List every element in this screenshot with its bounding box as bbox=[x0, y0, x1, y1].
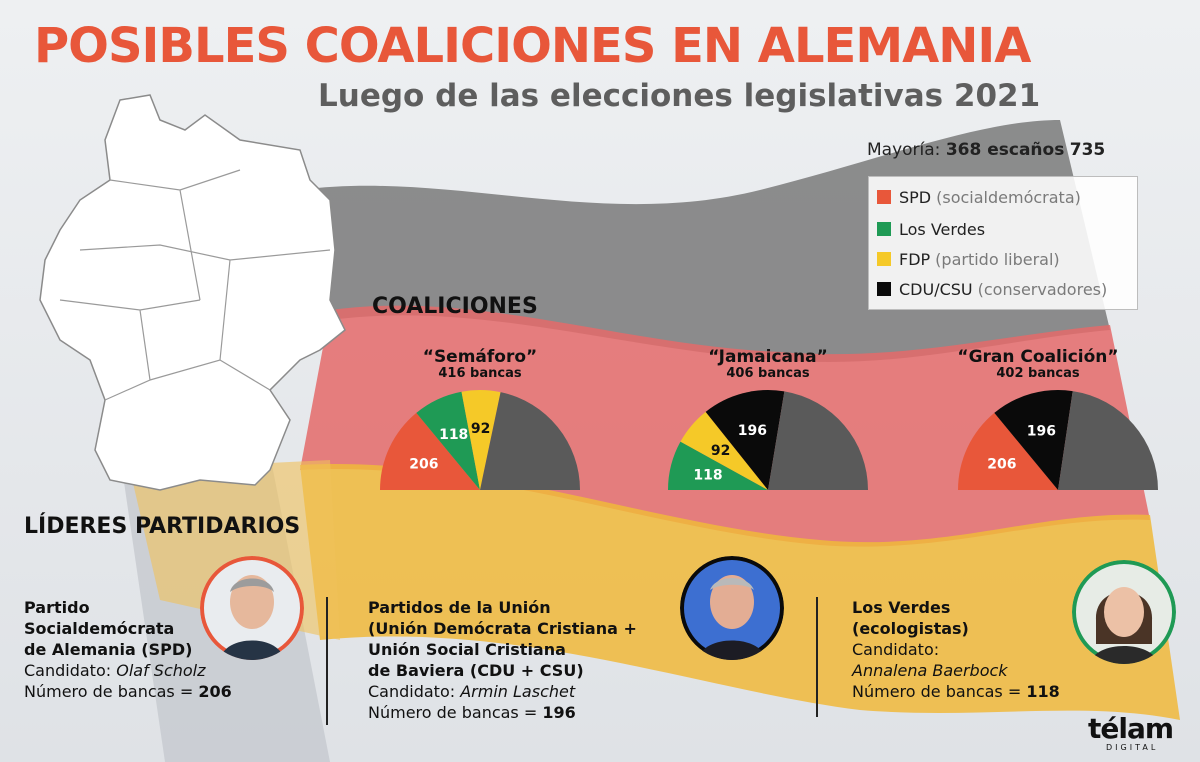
majority-value: 368 escaños bbox=[945, 140, 1065, 160]
chart-slice-los-verdes bbox=[668, 441, 768, 490]
chart-data-label: 206 bbox=[987, 457, 1016, 473]
seats-label: Número de bancas = bbox=[852, 682, 1022, 701]
chart-slice-rest bbox=[768, 391, 868, 490]
leader-party: Partidos de la Unión (Unión Demócrata Cr… bbox=[368, 598, 637, 680]
legend-name: FDP bbox=[899, 249, 931, 269]
legend-item-spd: SPD (socialdemócrata) bbox=[877, 185, 1081, 209]
total-seats: 735 bbox=[1069, 140, 1106, 160]
section-lideres: LÍDERES PARTIDARIOS bbox=[24, 514, 301, 539]
seats-value: 118 bbox=[1026, 682, 1060, 701]
legend-name: SPD bbox=[899, 187, 932, 207]
candidate-name: Olaf Scholz bbox=[116, 661, 206, 680]
candidate-label: Candidato: bbox=[24, 661, 112, 680]
seats-label: Número de bancas = bbox=[368, 703, 538, 722]
coalition-seats-gran: 402 bancas bbox=[996, 366, 1080, 381]
seats-label: Número de bancas = bbox=[24, 682, 194, 701]
seats-value: 196 bbox=[542, 703, 576, 722]
chart-data-label: 196 bbox=[738, 423, 767, 439]
telam-logo-sub: DIGITAL bbox=[1106, 743, 1159, 752]
legend-desc: (conservadores) bbox=[977, 279, 1108, 299]
coalition-title-jamaicana: “Jamaicana” bbox=[708, 347, 828, 367]
legend-swatch-fdp bbox=[877, 252, 891, 266]
coalition-title-gran: “Gran Coalición” bbox=[957, 347, 1119, 367]
candidate-name: Annalena Baerbock bbox=[852, 661, 1008, 680]
seats-value: 206 bbox=[198, 682, 232, 701]
legend-name: CDU/CSU bbox=[899, 279, 973, 299]
leader-verdes: Los Verdes (ecologistas) Candidato: Anna… bbox=[852, 597, 1060, 702]
majority-info: Mayoría: 368 escaños 735 bbox=[867, 140, 1105, 160]
candidate-label: Candidato: bbox=[368, 682, 456, 701]
legend-swatch-verdes bbox=[877, 222, 891, 236]
leader-candidate: Candidato: bbox=[852, 639, 1060, 660]
chart-slice-fdp bbox=[680, 411, 768, 490]
coalition-seats-semaforo: 416 bancas bbox=[438, 366, 522, 381]
legend-swatch-cdu bbox=[877, 282, 891, 296]
germany-map bbox=[39, 94, 346, 491]
leader-seats: Número de bancas = 206 bbox=[24, 681, 232, 702]
telam-logo: télam bbox=[1088, 712, 1174, 745]
majority-label: Mayoría: bbox=[867, 140, 941, 160]
legend-item-verdes: Los Verdes bbox=[877, 217, 990, 241]
divider bbox=[816, 597, 818, 717]
chart-data-label: 206 bbox=[409, 457, 438, 473]
chart-data-label: 196 bbox=[1027, 423, 1056, 439]
legend-name: Los Verdes bbox=[899, 219, 986, 239]
chart-data-label: 92 bbox=[711, 443, 730, 459]
leader-candidate: Candidato: Olaf Scholz bbox=[24, 660, 232, 681]
legend-item-fdp: FDP (partido liberal) bbox=[877, 247, 1060, 271]
chart-slice-cdu-csu bbox=[994, 390, 1073, 490]
avatar-armin-laschet bbox=[680, 556, 784, 660]
chart-slice-rest bbox=[1058, 391, 1158, 490]
coalition-seats-jamaicana: 406 bancas bbox=[726, 366, 810, 381]
coalition-title-semaforo: “Semáforo” bbox=[422, 347, 538, 367]
legend-swatch-spd bbox=[877, 190, 891, 204]
divider bbox=[326, 597, 328, 725]
chart-slice-fdp bbox=[461, 390, 501, 490]
leader-spd: Partido Socialdemócrata de Alemania (SPD… bbox=[24, 597, 232, 702]
page-title: POSIBLES COALICIONES EN ALEMANIA bbox=[34, 18, 1031, 74]
chart-data-label: 92 bbox=[471, 421, 490, 437]
leader-seats: Número de bancas = 196 bbox=[368, 702, 637, 723]
legend-desc: (partido liberal) bbox=[935, 249, 1060, 269]
leader-party: Partido Socialdemócrata de Alemania (SPD… bbox=[24, 598, 193, 659]
leader-candidate: Candidato: Armin Laschet bbox=[368, 681, 637, 702]
page-subtitle: Luego de las elecciones legislativas 202… bbox=[318, 78, 1041, 114]
chart-legend: SPD (socialdemócrata) Los Verdes FDP (pa… bbox=[868, 176, 1138, 310]
chart-slice-los-verdes bbox=[416, 391, 480, 490]
leader-candidate-name: Annalena Baerbock bbox=[852, 660, 1060, 681]
candidate-name: Armin Laschet bbox=[460, 682, 576, 701]
leader-party: Los Verdes (ecologistas) bbox=[852, 598, 969, 638]
leader-seats: Número de bancas = 118 bbox=[852, 681, 1060, 702]
leader-cdu: Partidos de la Unión (Unión Demócrata Cr… bbox=[368, 597, 637, 723]
germany-map-borders bbox=[59, 169, 331, 401]
chart-slice-cdu-csu bbox=[705, 390, 785, 490]
section-coaliciones: COALICIONES bbox=[372, 294, 538, 319]
chart-slice-spd bbox=[380, 412, 480, 490]
chart-slice-spd bbox=[958, 412, 1058, 490]
candidate-label: Candidato: bbox=[852, 640, 940, 659]
chart-data-label: 118 bbox=[439, 427, 468, 443]
avatar-annalena-baerbock bbox=[1072, 560, 1176, 664]
legend-desc: (socialdemócrata) bbox=[936, 187, 1081, 207]
chart-data-label: 118 bbox=[693, 468, 722, 484]
legend-item-cdu: CDU/CSU (conservadores) bbox=[877, 277, 1107, 301]
avatar-olaf-scholz bbox=[200, 556, 304, 660]
chart-slice-rest bbox=[480, 392, 580, 490]
